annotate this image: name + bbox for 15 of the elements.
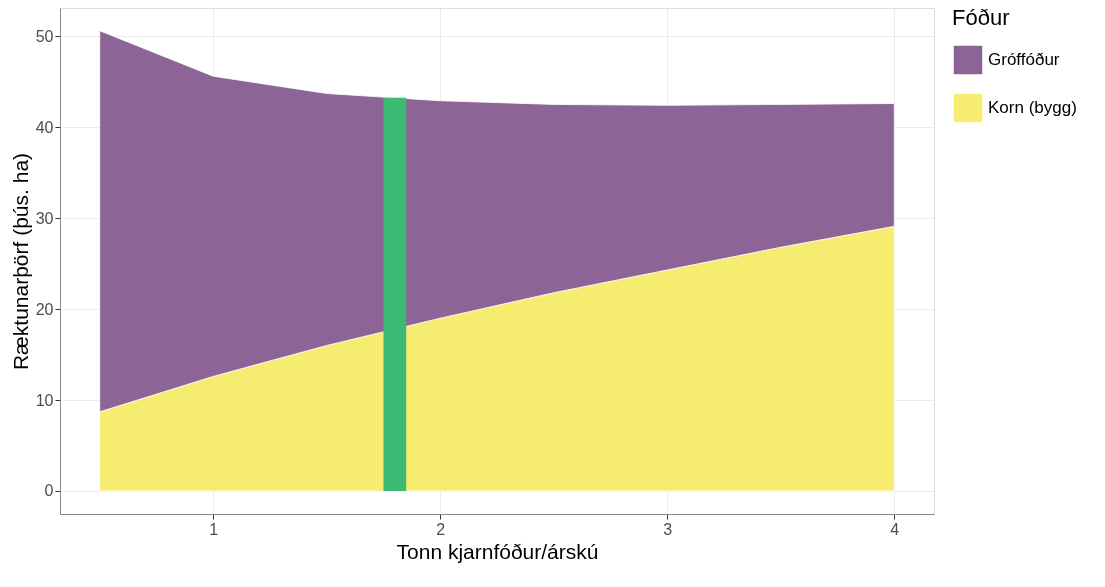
x-axis-title: Tonn kjarnfóður/árskú (396, 539, 599, 563)
x-tick-label: 1 (209, 520, 219, 538)
y-axis-title: Ræktunarþörf (þús. ha) (8, 152, 32, 371)
legend-label: Korn (bygg) (988, 98, 1077, 117)
y-tick-label: 0 (44, 482, 54, 500)
y-tick-label: 20 (35, 300, 54, 318)
x-tick-label: 3 (663, 520, 673, 538)
legend-title: Fóður (952, 5, 1010, 30)
y-tick-label: 50 (35, 27, 54, 45)
x-tick-label: 4 (890, 520, 900, 538)
legend-label: Gróffóður (988, 50, 1060, 69)
x-tick-label: 2 (436, 520, 446, 538)
y-tick-label: 30 (35, 209, 54, 227)
y-tick-label: 40 (35, 118, 54, 136)
y-tick-label: 10 (35, 391, 54, 409)
